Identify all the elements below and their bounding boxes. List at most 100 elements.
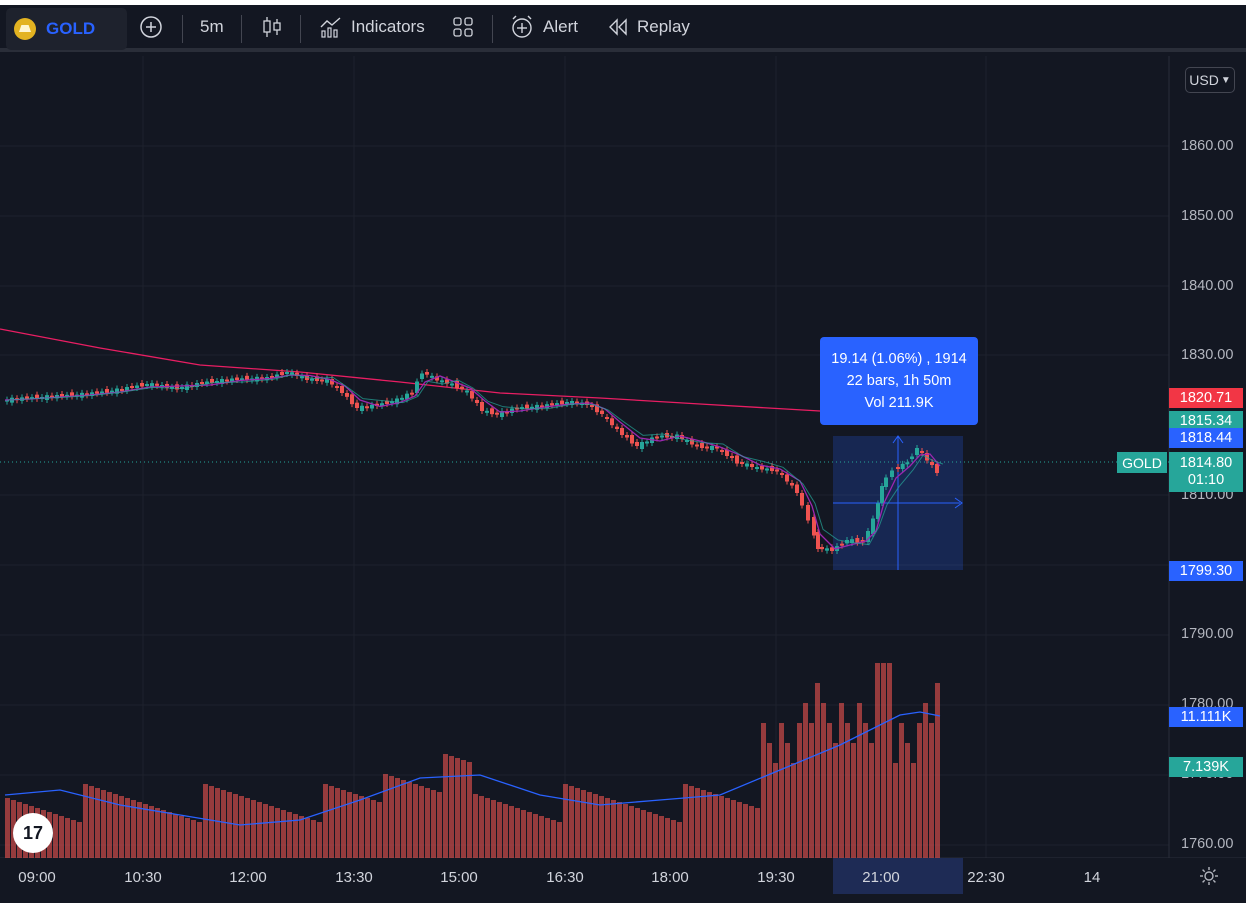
candle-body xyxy=(405,393,409,400)
time-tick: 19:30 xyxy=(757,869,795,886)
candle-body xyxy=(125,387,129,391)
candle-body xyxy=(530,406,534,409)
candle-body xyxy=(480,402,484,411)
volume-bar xyxy=(509,806,514,858)
candle-body xyxy=(225,379,229,382)
time-tick: 09:00 xyxy=(18,869,56,886)
volume-bar xyxy=(809,723,814,858)
volume-bar xyxy=(407,782,412,858)
time-tick: 14 xyxy=(1083,869,1101,886)
volume-bar xyxy=(815,683,820,858)
volume-bar xyxy=(101,790,106,858)
volume-bar xyxy=(845,723,850,858)
candle-body xyxy=(355,402,359,408)
volume-bar xyxy=(797,723,802,858)
candle-body xyxy=(85,393,89,396)
candle-body xyxy=(5,399,9,402)
volume-bar xyxy=(707,792,712,858)
volume-bar xyxy=(65,818,70,858)
volume-bar xyxy=(179,816,184,858)
candle-body xyxy=(545,404,549,408)
range-low-label: 1799.30 xyxy=(1169,561,1243,581)
volume-bar xyxy=(275,808,280,858)
candle-body xyxy=(420,373,424,379)
volume-bar xyxy=(161,810,166,858)
symbol-search-button[interactable]: GOLD xyxy=(6,8,127,50)
volume-bar xyxy=(839,703,844,858)
volume-bar xyxy=(77,822,82,858)
alert-button[interactable]: Alert xyxy=(509,5,578,48)
candle-body xyxy=(450,383,454,386)
volume-bar xyxy=(551,820,556,858)
candle-body xyxy=(715,446,719,449)
chart-type-button[interactable] xyxy=(261,5,283,48)
interval-button[interactable]: 5m xyxy=(200,5,224,48)
volume-bar xyxy=(785,743,790,858)
volume-bar xyxy=(287,812,292,858)
volume-bar xyxy=(677,822,682,858)
volume-bar xyxy=(629,806,634,858)
fast-ma-line xyxy=(7,373,944,546)
candle-body xyxy=(190,385,194,387)
volume-bar xyxy=(713,794,718,858)
ma-level-label: 1820.71 xyxy=(1169,388,1243,408)
volume-bar xyxy=(209,786,214,858)
symbol-label: GOLD xyxy=(46,19,96,38)
volume-bar xyxy=(449,756,454,858)
candle-body xyxy=(255,376,259,382)
time-axis[interactable] xyxy=(0,858,1246,903)
volume-bar xyxy=(521,810,526,858)
toolbar-separator xyxy=(182,15,183,43)
volume-bar xyxy=(167,812,172,858)
window-top-edge xyxy=(0,0,1246,5)
candle-body xyxy=(605,417,609,419)
settings-gear-icon[interactable] xyxy=(1199,866,1219,886)
volume-bar xyxy=(131,800,136,858)
symbol-search-tooltip: Symbol Search xyxy=(7,57,127,87)
replay-button[interactable]: Replay xyxy=(607,5,690,48)
candle-body xyxy=(445,379,449,384)
volume-bar xyxy=(71,820,76,858)
currency-selector[interactable]: USD ▼ xyxy=(1185,67,1235,93)
volume-bar xyxy=(671,820,676,858)
candle-body xyxy=(930,462,934,465)
candle-body xyxy=(800,493,804,506)
volume-bar xyxy=(437,792,442,858)
candle-body xyxy=(840,543,844,546)
volume-bar xyxy=(791,763,796,858)
volume-bar xyxy=(89,786,94,858)
candle-body xyxy=(320,379,324,382)
measure-arrow-right xyxy=(954,497,963,509)
alert-label: Alert xyxy=(543,16,578,36)
candle-body xyxy=(866,531,870,542)
indicators-button[interactable]: Indicators xyxy=(319,5,425,48)
candle-body xyxy=(235,377,239,380)
candle-body xyxy=(80,392,84,398)
candle-body xyxy=(925,453,929,461)
volume-bar xyxy=(683,784,688,858)
candle-body xyxy=(390,401,394,404)
volume-bar xyxy=(719,796,724,858)
volume-bar xyxy=(173,814,178,858)
measure-arrow-up xyxy=(892,435,904,444)
candle-body xyxy=(580,402,584,405)
candle-body xyxy=(440,380,444,383)
candle-body xyxy=(570,401,574,405)
volume-bar xyxy=(857,703,862,858)
volume-bar xyxy=(233,794,238,858)
candle-body xyxy=(812,517,816,536)
candle-body xyxy=(380,403,384,406)
candle-body xyxy=(330,379,334,385)
tradingview-logo: 17 xyxy=(13,813,53,853)
price-tick: 1860.00 xyxy=(1181,138,1234,154)
layouts-button[interactable] xyxy=(452,5,474,48)
candle-body xyxy=(290,372,294,375)
last-price-value: 1814.80 xyxy=(1179,455,1233,471)
volume-bar xyxy=(59,816,64,858)
candle-body xyxy=(350,394,354,405)
volume-bar xyxy=(83,784,88,858)
compare-button[interactable] xyxy=(139,5,163,48)
volume-bar xyxy=(701,790,706,858)
measure-change: 19.14 (1.06%) , 1914 xyxy=(831,351,967,367)
